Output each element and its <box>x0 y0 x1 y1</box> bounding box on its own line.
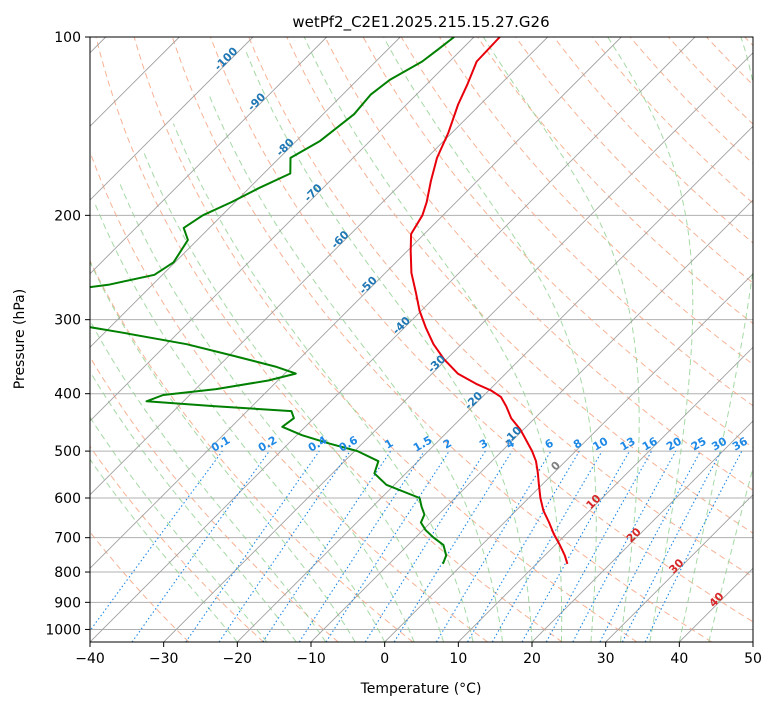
moist-adiabat <box>708 466 753 642</box>
mixing-ratio-line <box>262 450 392 642</box>
y-tick-label: 400 <box>54 387 81 403</box>
isotherm-line <box>90 37 254 201</box>
dry-adiabat <box>210 37 753 623</box>
mixing-ratio-lines <box>90 450 743 642</box>
dry-adiabat <box>400 37 753 407</box>
sounding-series <box>90 37 569 565</box>
dry-adiabat <box>90 445 264 642</box>
x-tick-label: 30 <box>597 651 615 667</box>
mixing-ratio-line <box>218 450 351 642</box>
x-tick-label: −10 <box>296 651 326 667</box>
temperature-profile-line <box>409 37 569 565</box>
mixing-ratio-line <box>325 450 450 642</box>
mixing-ratio-line <box>521 450 630 642</box>
moist-adiabat <box>90 260 356 642</box>
moist-adiabat <box>607 37 694 642</box>
isotherm-line <box>90 37 328 275</box>
moist-adiabat <box>383 37 597 642</box>
dry-adiabat <box>477 37 753 325</box>
plot-frame <box>89 36 754 643</box>
dry-adiabat <box>629 37 753 165</box>
mixing-ratio-line <box>185 450 320 642</box>
x-tick-label: −30 <box>149 651 179 667</box>
y-tick-label: 100 <box>54 30 81 46</box>
mixing-ratio-line <box>572 450 677 642</box>
dry-adiabat <box>90 259 414 642</box>
moist-adiabat <box>482 37 640 642</box>
y-tick-label: 900 <box>54 595 81 611</box>
isotherm-line <box>90 37 475 422</box>
isotherm-line <box>90 37 696 642</box>
moist-adiabat <box>172 123 474 642</box>
x-tick-label: −40 <box>75 651 105 667</box>
mixing-ratio-line <box>644 450 743 642</box>
isotherm-line <box>163 52 753 642</box>
x-tick-label: 50 <box>744 651 762 667</box>
moist-adiabat <box>678 37 753 642</box>
moist-adiabat <box>90 416 268 642</box>
isotherm-line <box>236 125 753 642</box>
y-tick-label: 500 <box>54 444 81 460</box>
skewed-isotherms <box>90 37 753 642</box>
dry-adiabat <box>171 37 712 642</box>
dry-adiabat <box>591 37 753 204</box>
moist-adiabat <box>93 201 386 642</box>
isotherm-line <box>531 420 753 642</box>
y-tick-label: 800 <box>54 565 81 581</box>
x-tick-label: 20 <box>523 651 541 667</box>
mixing-ratio-line <box>393 450 513 642</box>
moist-adiabat <box>244 49 533 642</box>
chart-title: wetPf2_C2E1.2025.215.15.27.G26 <box>292 13 549 32</box>
y-tick-label: 300 <box>54 313 81 329</box>
isotherm-line <box>457 346 753 642</box>
x-tick-label: 0 <box>380 651 389 667</box>
isotherm-line <box>310 199 753 642</box>
dry-adiabat <box>248 37 753 578</box>
y-tick-label: 200 <box>54 208 81 224</box>
pressure-gridlines <box>90 37 753 630</box>
dewpoint-profile-line <box>90 37 455 565</box>
dry-adiabats <box>90 37 753 642</box>
isotherm-line <box>384 273 753 642</box>
mixing-ratio-line <box>90 450 223 632</box>
dry-adiabat <box>95 37 563 642</box>
x-axis-label: Temperature (°C) <box>360 681 482 697</box>
moist-adiabat <box>118 180 415 642</box>
x-tick-label: 10 <box>449 651 467 667</box>
mixing-ratio-line <box>131 450 270 642</box>
mixing-ratio-line <box>298 450 425 642</box>
isotherm-line <box>605 494 753 642</box>
isotherm-line <box>90 37 622 569</box>
dry-adiabat <box>324 37 753 491</box>
x-tick-label: −20 <box>223 651 253 667</box>
moist-adiabat <box>142 149 445 642</box>
mixing-ratio-line <box>545 450 653 642</box>
moist-adiabat <box>303 37 563 642</box>
moist-adiabat <box>90 319 327 642</box>
dry-adiabat <box>515 37 753 284</box>
y-tick-label: 600 <box>54 491 81 507</box>
y-tick-label: 700 <box>54 531 81 547</box>
isotherm-line <box>90 37 401 348</box>
y-axis-label: Pressure (hPa) <box>12 289 28 389</box>
y-tick-label: 1000 <box>45 622 81 638</box>
x-tick-label: 40 <box>670 651 688 667</box>
dry-adiabat <box>133 37 638 642</box>
moist-adiabat <box>90 370 297 642</box>
